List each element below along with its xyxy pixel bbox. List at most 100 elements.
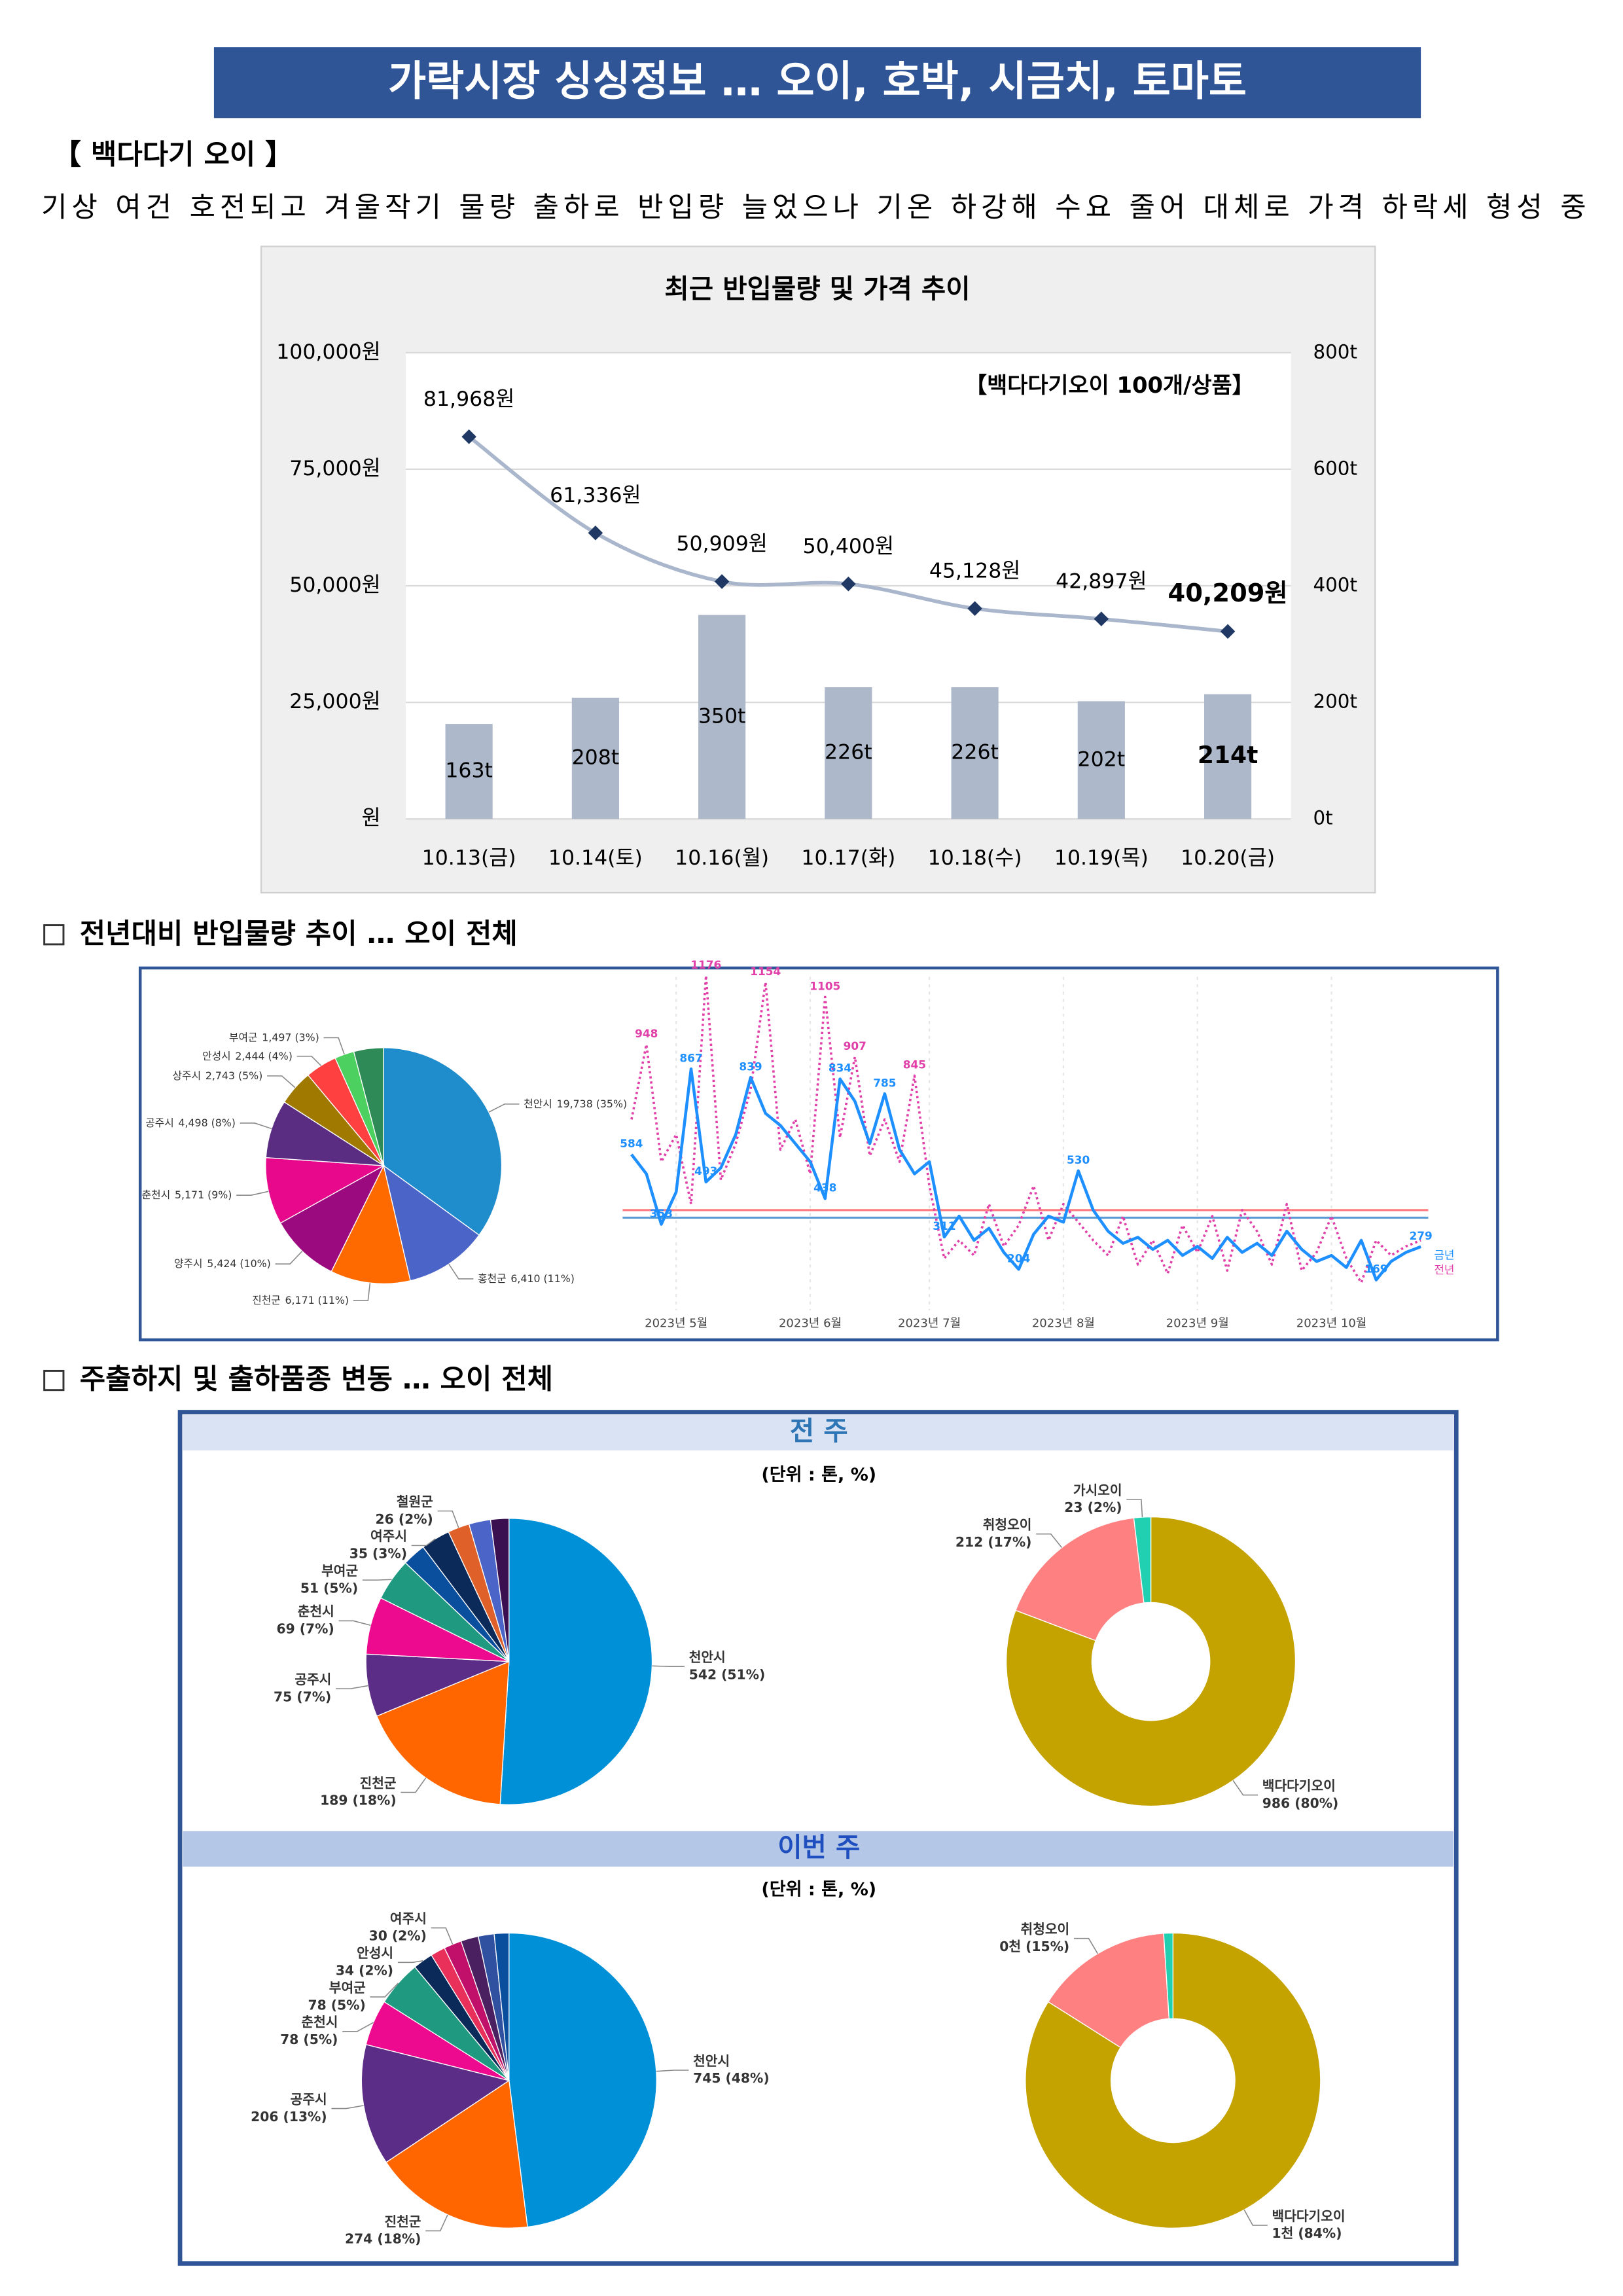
data-label: 530 (1067, 1153, 1090, 1166)
slice-name: 여주시 (390, 1910, 427, 1926)
panel-header (183, 1831, 1454, 1867)
slice-value: 206 (13%) (251, 2108, 327, 2124)
slice-name: 부여군 (329, 1979, 366, 1995)
data-label: 493 (694, 1164, 717, 1177)
y-tick-label: 25,000원 (289, 690, 380, 713)
data-label: 867 (679, 1051, 702, 1064)
marker (461, 429, 476, 444)
leader-line (331, 2105, 364, 2109)
unit-label: (단위 : 톤, %) (761, 1465, 876, 1485)
slice-value: 30 (2%) (369, 1928, 427, 1943)
slice-name: 춘천시 (301, 2014, 338, 2030)
slice-label: 철원군 26 (2%) (376, 1494, 434, 1526)
slice-name: 천안시 (693, 2053, 730, 2068)
slice-label: 진천군 189 (18%) (320, 1775, 397, 1808)
data-label: 50,400원 (803, 535, 894, 558)
leader-line (338, 1620, 371, 1626)
slice (493, 1932, 510, 2081)
leader-line (275, 1251, 303, 1265)
data-label: 81,968원 (423, 387, 514, 411)
slice-name: 백다다기오이 (1272, 2208, 1346, 2223)
slice-label: 여주시 35 (3%) (349, 1528, 407, 1561)
y2-tick-label: 400t (1313, 574, 1357, 596)
section-heading: 【 백다다기 오이 】 (53, 138, 293, 171)
slice-name: 천안시 (524, 1097, 552, 1109)
x-tick-label: 10.16(월) (675, 846, 769, 870)
data-label: 226t (951, 741, 999, 764)
slice (1015, 1517, 1145, 1641)
unit-label: (단위 : 톤, %) (761, 1880, 876, 1900)
slice-label: 여주시 30 (2%) (369, 1910, 427, 1943)
slice-name: 진천군 (252, 1294, 281, 1306)
x-tick-label: 10.17(화) (801, 846, 895, 870)
leader-line (323, 1037, 345, 1055)
data-label: 834 (829, 1062, 851, 1075)
data-label: 40,209원 (1168, 579, 1288, 608)
checkbox (43, 1369, 65, 1391)
marker (1220, 624, 1236, 639)
legend-entry: 금년 (1434, 1249, 1454, 1262)
slice (508, 1932, 657, 2228)
slice-value: 0천 (15%) (999, 1938, 1069, 1954)
slice-value: 986 (80%) (1262, 1795, 1338, 1810)
chart-title: 최근 반입물량 및 가격 추이 (664, 273, 970, 304)
leader-line (236, 1191, 269, 1196)
bar (698, 615, 746, 819)
leader-line (1036, 1533, 1063, 1549)
slice-value: 69 (7%) (276, 1621, 334, 1636)
slice-value: 75 (7%) (274, 1689, 331, 1704)
leader-line (353, 1283, 371, 1301)
slice-label: 가시오이 23 (2%) (1064, 1482, 1122, 1515)
x-tick-label: 2023년 8월 (1032, 1316, 1095, 1330)
summary: 기상 여건 호전되고 겨울작기 물량 출하로 반입량 늘었으나 기온 하강해 수… (41, 191, 1586, 224)
series-line (630, 974, 1421, 1284)
y-tick-label: 75,000원 (289, 457, 380, 480)
data-label: 279 (1409, 1229, 1432, 1242)
leader-line (656, 2070, 689, 2072)
slice-label: 진천군 274 (18%) (345, 2214, 421, 2246)
slice-value: 212 (17%) (955, 1534, 1031, 1549)
slice-label: 안성시 2,444 (4%) (202, 1049, 293, 1062)
data-label: 208t (572, 746, 620, 770)
x-tick-label: 10.14(토) (548, 846, 643, 870)
y2-tick-label: 200t (1313, 691, 1357, 713)
x-tick-label: 10.19(목) (1054, 846, 1149, 870)
slice-label: 양주시 5,424 (10%) (174, 1257, 271, 1270)
data-label: 350t (698, 704, 746, 728)
slice-name: 홍천군 (478, 1272, 507, 1284)
annotation: 【백다다기오이 100개/상품】 (965, 372, 1254, 398)
slice-value: 19,738 (35%) (557, 1097, 628, 1109)
slice-value: 78 (5%) (308, 1997, 366, 2013)
slice-value: 745 (48%) (693, 2070, 769, 2086)
slice-label: 홍천군 6,410 (11%) (478, 1272, 575, 1284)
slice-name: 춘천시 (142, 1189, 171, 1201)
leader-line (437, 1510, 459, 1528)
leader-line (397, 1960, 423, 1964)
section-heading: 전년대비 반입물량 추이 … 오이 전체 (80, 918, 518, 950)
slice-name: 부여군 (321, 1562, 358, 1578)
slice-name: 취청오이 (983, 1516, 1032, 1532)
slice-label: 공주시 4,498 (8%) (145, 1116, 236, 1128)
data-label: 50,909원 (676, 532, 767, 556)
slice (1025, 1932, 1321, 2229)
x-tick-label: 2023년 9월 (1166, 1316, 1229, 1330)
panel-title: 전 주 (790, 1415, 848, 1446)
data-label: 163t (445, 759, 493, 783)
slice-name: 공주시 (145, 1116, 174, 1128)
data-label: 1105 (810, 980, 840, 993)
leader-line (431, 1927, 454, 1945)
data-label: 584 (620, 1137, 643, 1150)
leader-line (1126, 1499, 1143, 1518)
slice-value: 1천 (84%) (1272, 2225, 1342, 2241)
marker (588, 526, 603, 541)
data-label: 226t (825, 741, 872, 764)
slice-label: 춘천시 69 (7%) (276, 1604, 334, 1636)
x-tick-label: 2023년 7월 (898, 1316, 961, 1330)
bar (951, 687, 999, 819)
leader-line (267, 1075, 296, 1088)
leader-line (362, 1579, 392, 1581)
data-label: 1176 (690, 958, 721, 971)
slice-name: 공주시 (294, 1671, 331, 1687)
slice-label: 백다다기오이 986 (80%) (1262, 1778, 1338, 1810)
slice-label: 부여군 1,497 (3%) (229, 1031, 319, 1043)
